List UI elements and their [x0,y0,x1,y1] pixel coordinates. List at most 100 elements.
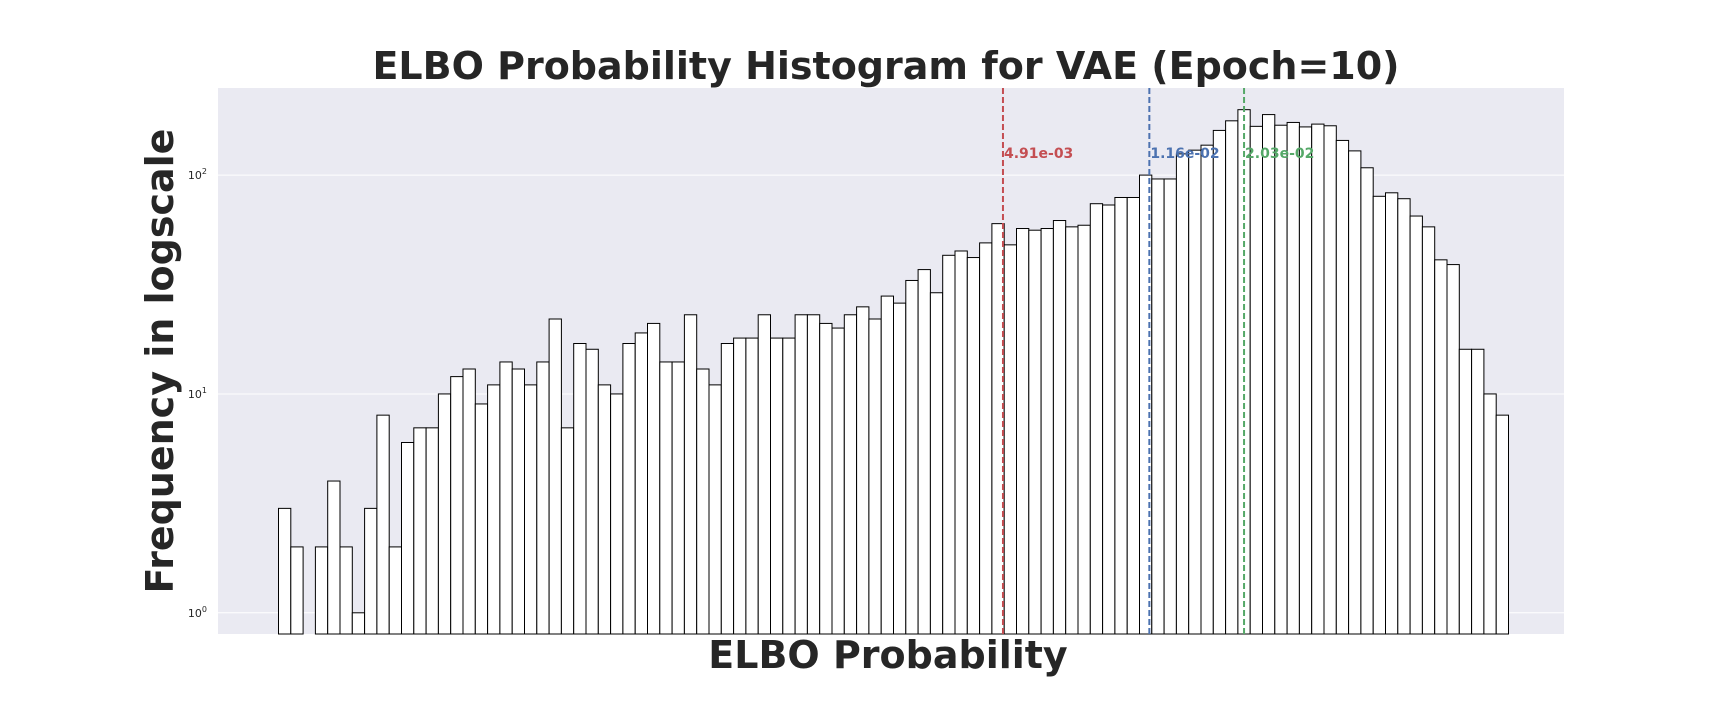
histogram-bar [905,279,919,635]
histogram-bar [1409,215,1423,635]
histogram-bar [560,427,575,635]
histogram-bar [351,612,366,635]
histogram-bar [634,332,649,635]
histogram-bar [745,337,759,635]
histogram-bar [1335,139,1350,635]
histogram-bar [1200,144,1214,635]
histogram-bar [1089,203,1104,635]
histogram-bar [991,223,1005,635]
histogram-bar [290,546,304,635]
histogram-bar [1298,126,1313,635]
reference-line-label: 4.91e-03 [1004,146,1073,162]
histogram-bar [1016,228,1030,635]
histogram-bar [1323,125,1337,635]
histogram-bar [450,376,464,635]
histogram-bar [1102,204,1116,635]
histogram-bar [782,337,796,635]
histogram-bar [647,322,661,635]
histogram-bar [1311,123,1325,635]
y-axis-label: Frequency in logscale [138,129,182,594]
histogram-bars [278,109,1509,635]
histogram-bar [708,384,722,635]
histogram-bar [1385,192,1399,635]
histogram-bar [942,254,956,635]
histogram-bar [917,269,931,635]
histogram-bar [474,403,489,635]
reference-lines: 4.91e-03 1.16e-02 2.03e-02 [1001,88,1314,634]
histogram-bar [1434,259,1448,635]
histogram-bar [278,507,292,635]
histogram-bar [437,393,452,635]
histogram-bar [1421,226,1436,635]
histogram-bar [1483,393,1497,635]
histogram-bar [831,327,845,635]
histogram-bar [376,414,390,635]
histogram-bar [1077,224,1091,635]
histogram-bar [597,384,612,635]
histogram-bar [733,337,747,635]
histogram-bar [413,427,427,635]
histogram-bar [1188,149,1202,635]
histogram-bar [610,393,624,635]
histogram-bar [388,546,403,635]
histogram-bar [462,368,476,635]
histogram-bar [770,337,784,635]
histogram-bar [1052,220,1067,635]
histogram-bar [1458,348,1473,635]
histogram-bar [1495,414,1509,635]
y-tick-label: 101 [188,386,207,401]
histogram-bar [401,441,415,635]
histogram-bar [683,314,698,635]
histogram-bar [1286,121,1300,635]
histogram-bar [511,368,526,635]
histogram-bar [966,257,981,635]
histogram-bar [1003,244,1018,635]
histogram-bar [585,348,599,635]
histogram-bar [1348,150,1362,635]
histogram-bar [499,361,513,635]
histogram-bar [868,318,882,635]
histogram-bar [843,314,858,635]
histogram-bar [720,343,735,635]
histogram-bar [1274,124,1288,635]
histogram-bar [1114,196,1128,635]
histogram-bar [622,343,636,635]
y-tick-label: 100 [188,605,207,620]
histogram-bar [954,250,968,635]
histogram-bar [1360,167,1374,635]
histogram-bar [1471,348,1485,635]
histogram-bar [1163,178,1177,635]
histogram-bar [1151,178,1165,635]
histogram-bar [1446,264,1460,635]
histogram-bar [819,322,833,635]
reference-line-label: 2.03e-02 [1245,146,1314,162]
histogram-bar [979,242,993,635]
histogram-bar [893,302,907,635]
histogram-bar [1372,195,1386,635]
histogram-bar [929,292,944,635]
histogram-bar [1028,229,1042,635]
histogram-bar [1397,198,1411,635]
histogram-bar [856,306,870,635]
histogram-bar [806,314,821,635]
histogram-bar [487,384,501,635]
histogram-bar [1126,196,1140,635]
histogram-bar [671,361,685,635]
histogram-bar [1225,120,1239,635]
histogram-bar [1175,153,1190,635]
histogram-bar [1040,228,1054,635]
histogram-bar [1212,129,1227,635]
histogram-bar [794,314,808,635]
histogram-bar [880,295,895,635]
histogram-bar [327,480,341,635]
x-axis-label: ELBO Probability [708,633,1068,677]
y-tick-labels: 100 101 102 [188,167,207,620]
histogram-bar [364,507,378,635]
histogram-bar [696,368,710,635]
histogram-bar [1262,114,1276,635]
histogram-bar [339,546,353,635]
y-tick-label: 102 [188,167,207,182]
histogram-bar [536,361,550,635]
histogram-bar [524,384,538,635]
